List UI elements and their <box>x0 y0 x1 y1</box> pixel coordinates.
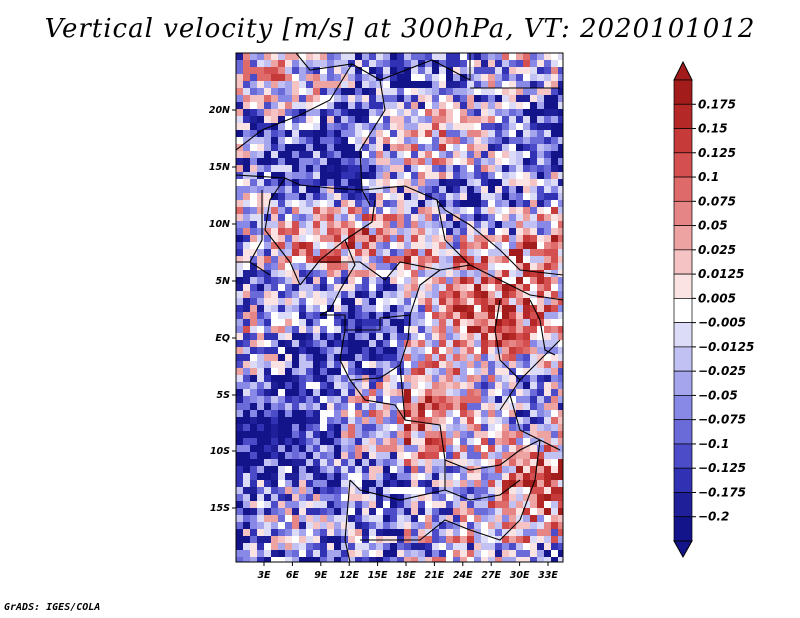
colorbar-label: 0.1 <box>698 170 719 184</box>
lon-tick-label: 12E <box>339 570 359 581</box>
colorbar-swatch <box>673 298 693 323</box>
colorbar-label: 0.05 <box>698 219 728 233</box>
colorbar-swatch <box>673 516 693 542</box>
colorbar-swatch <box>673 225 693 251</box>
colorbar-swatch <box>673 128 693 154</box>
colorbar-label: −0.2 <box>698 510 729 524</box>
colorbar-swatch <box>673 492 693 518</box>
colorbar-label: 0.0125 <box>698 267 744 281</box>
colorbar-label: 0.075 <box>698 194 736 208</box>
colorbar-swatch <box>673 200 693 226</box>
lon-tick-label: 18E <box>396 570 416 581</box>
chart-title: Vertical velocity [m/s] at 300hPa, VT: 2… <box>44 14 756 44</box>
colorbar-label: −0.05 <box>698 388 738 402</box>
lon-tick-label: 24E <box>453 570 473 581</box>
colorbar-label: −0.175 <box>698 485 746 499</box>
lat-tick-label: 20N <box>209 105 230 116</box>
colorbar-swatch <box>673 443 693 469</box>
colorbar: 0.175 0.15 0.125 0.1 0.075 0.05 0.025 0.0125 0.0… <box>673 60 754 559</box>
colorbar-swatch <box>673 370 693 396</box>
colorbar-label: 0.025 <box>698 243 736 257</box>
lon-tick-label: 30E <box>510 570 530 581</box>
lat-tick-label: EQ <box>215 333 230 344</box>
colorbar-label: −0.1 <box>698 437 729 451</box>
lat-tick-label: 15S <box>210 503 230 514</box>
colorbar-label: −0.005 <box>698 316 746 330</box>
lat-tick-label: 10S <box>210 446 230 457</box>
colorbar-label: −0.075 <box>698 413 746 427</box>
colorbar-swatch <box>673 346 693 372</box>
vertical-velocity-field <box>236 53 563 562</box>
colorbar-label: −0.0125 <box>698 340 754 354</box>
colorbar-swatch <box>673 103 693 129</box>
lon-tick-label: 9E <box>314 570 328 581</box>
lon-tick-label: 33E <box>538 570 558 581</box>
colorbar-label: 0.15 <box>698 122 728 136</box>
colorbar-swatch <box>673 176 693 202</box>
lon-tick-label: 3E <box>257 570 271 581</box>
lon-tick-label: 21E <box>425 570 445 581</box>
lat-tick-label: 10N <box>209 219 230 230</box>
longitude-axis: 3E 6E 9E 12E 15E 18E 21E 24E 27E 30E 33E <box>257 562 558 581</box>
colorbar-swatch <box>673 273 693 299</box>
colorbar-swatch <box>673 249 693 275</box>
lat-tick-label: 15N <box>209 162 230 173</box>
lon-tick-label: 15E <box>368 570 388 581</box>
colorbar-label: −0.125 <box>698 461 746 475</box>
colorbar-max-arrow <box>673 60 693 81</box>
lon-tick-label: 27E <box>481 570 501 581</box>
latitude-axis: 20N 15N 10N 5N EQ 5S 10S 15S <box>209 105 236 514</box>
colorbar-swatch <box>673 152 693 178</box>
country-borders <box>236 53 563 562</box>
colorbar-min-arrow <box>673 540 693 559</box>
colorbar-label: 0.005 <box>698 291 736 305</box>
colorbar-swatch <box>673 322 693 348</box>
map-frame <box>235 52 564 563</box>
lat-tick-label: 5S <box>217 390 231 401</box>
lon-tick-label: 6E <box>286 570 300 581</box>
colorbar-label: 0.125 <box>698 146 736 160</box>
colorbar-label: 0.175 <box>698 97 736 111</box>
colorbar-swatch <box>673 419 693 445</box>
lat-tick-label: 5N <box>215 276 230 287</box>
colorbar-swatch <box>673 79 693 105</box>
colorbar-swatch <box>673 395 693 421</box>
colorbar-swatch <box>673 467 693 493</box>
footer-credit: GrADS: IGES/COLA <box>4 602 101 613</box>
colorbar-label: −0.025 <box>698 364 746 378</box>
